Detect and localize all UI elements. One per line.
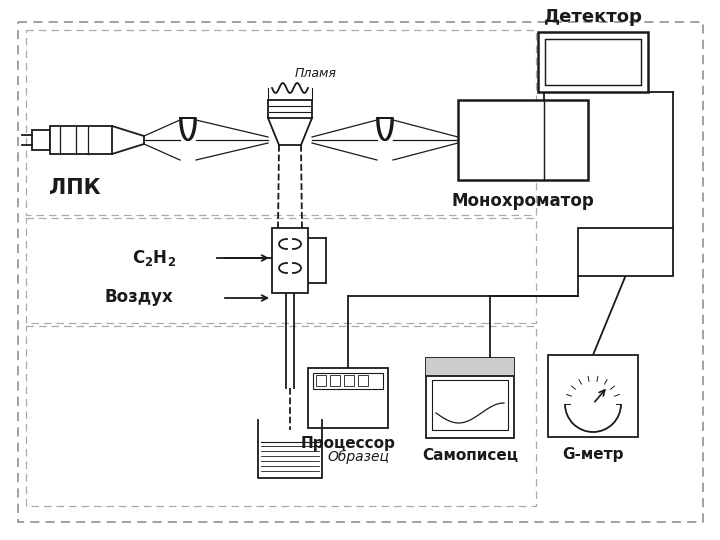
Bar xyxy=(330,375,340,386)
Bar xyxy=(344,375,354,386)
Bar xyxy=(538,32,648,92)
Bar xyxy=(316,375,326,386)
Bar xyxy=(26,30,536,215)
Bar xyxy=(32,130,50,150)
Bar xyxy=(313,373,383,389)
Bar xyxy=(26,218,536,323)
Bar xyxy=(545,39,641,85)
Text: Самописец: Самописец xyxy=(422,448,518,463)
Text: Воздух: Воздух xyxy=(105,288,174,306)
Text: Образец: Образец xyxy=(327,450,389,464)
Text: Процессор: Процессор xyxy=(300,436,395,451)
Polygon shape xyxy=(377,118,393,140)
Text: $\mathbf{C_2H_2}$: $\mathbf{C_2H_2}$ xyxy=(132,248,176,268)
Bar xyxy=(50,126,112,154)
Text: Пламя: Пламя xyxy=(295,67,337,80)
Bar xyxy=(426,358,514,438)
Bar xyxy=(578,228,673,276)
Bar xyxy=(548,355,638,437)
Bar xyxy=(272,228,308,293)
Text: Монохроматор: Монохроматор xyxy=(451,192,595,210)
Bar xyxy=(358,375,368,386)
Bar xyxy=(26,326,536,506)
Polygon shape xyxy=(180,118,196,140)
Text: Усилитель: Усилитель xyxy=(591,246,660,259)
Bar xyxy=(308,368,388,428)
Bar xyxy=(432,380,508,430)
Bar xyxy=(458,100,588,180)
Text: Детектор: Детектор xyxy=(544,8,642,26)
Bar xyxy=(426,358,514,376)
Text: G-метр: G-метр xyxy=(562,447,624,462)
Bar xyxy=(268,100,312,118)
Text: ЛПК: ЛПК xyxy=(49,178,101,198)
